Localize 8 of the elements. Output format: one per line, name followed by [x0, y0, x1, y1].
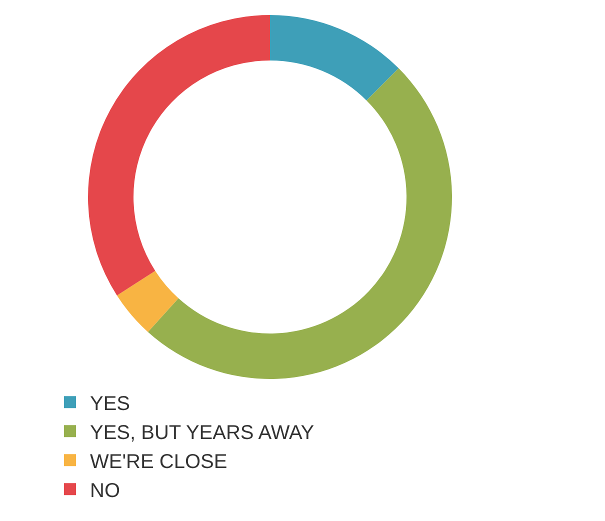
- donut-slice: [116, 270, 178, 332]
- legend-label: YES, BUT YEARS AWAY: [90, 422, 314, 444]
- donut-slice: [148, 68, 452, 379]
- legend-label: YES: [90, 392, 130, 415]
- donut-slice: [88, 15, 270, 296]
- donut-slice: [270, 15, 399, 100]
- legend-label: WE'RE CLOSE: [90, 450, 228, 473]
- legend-label: NO: [90, 480, 120, 502]
